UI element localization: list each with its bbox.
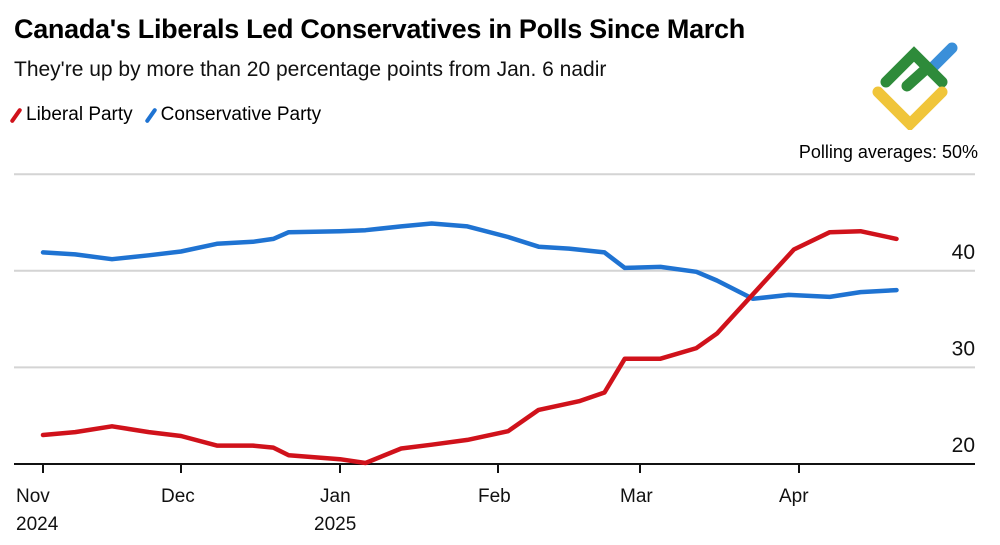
x-tick-year-2024: 2024 <box>16 514 59 535</box>
legend-item-conservative: Conservative Party <box>144 104 322 126</box>
series-line-liberal-party <box>40 228 899 466</box>
x-tick-label-jan: Jan <box>320 486 351 507</box>
series-line-conservative-party <box>40 221 899 302</box>
y-tick-label-40: 40 <box>952 241 975 264</box>
chart-title: Canada's Liberals Led Conservatives in P… <box>14 14 745 44</box>
y-tick-label-30: 30 <box>952 337 975 360</box>
chart-subtitle: They're up by more than 20 percentage po… <box>14 58 607 81</box>
x-tick-label-apr: Apr <box>779 486 809 507</box>
legend: Liberal Party Conservative Party <box>9 104 322 126</box>
legend-label-conservative: Conservative Party <box>160 104 322 125</box>
brand-logo-icon <box>872 42 958 130</box>
x-tick-label-nov: Nov <box>16 486 50 507</box>
legend-item-liberal: Liberal Party <box>9 104 133 126</box>
x-tick-label-mar: Mar <box>620 486 653 507</box>
polling-note: Polling averages: 50% <box>798 142 978 162</box>
x-tick-year-2025: 2025 <box>314 514 356 535</box>
y-tick-label-20: 20 <box>952 434 975 457</box>
legend-label-liberal: Liberal Party <box>26 104 133 125</box>
x-tick-label-feb: Feb <box>478 486 511 507</box>
x-tick-label-dec: Dec <box>161 486 195 507</box>
